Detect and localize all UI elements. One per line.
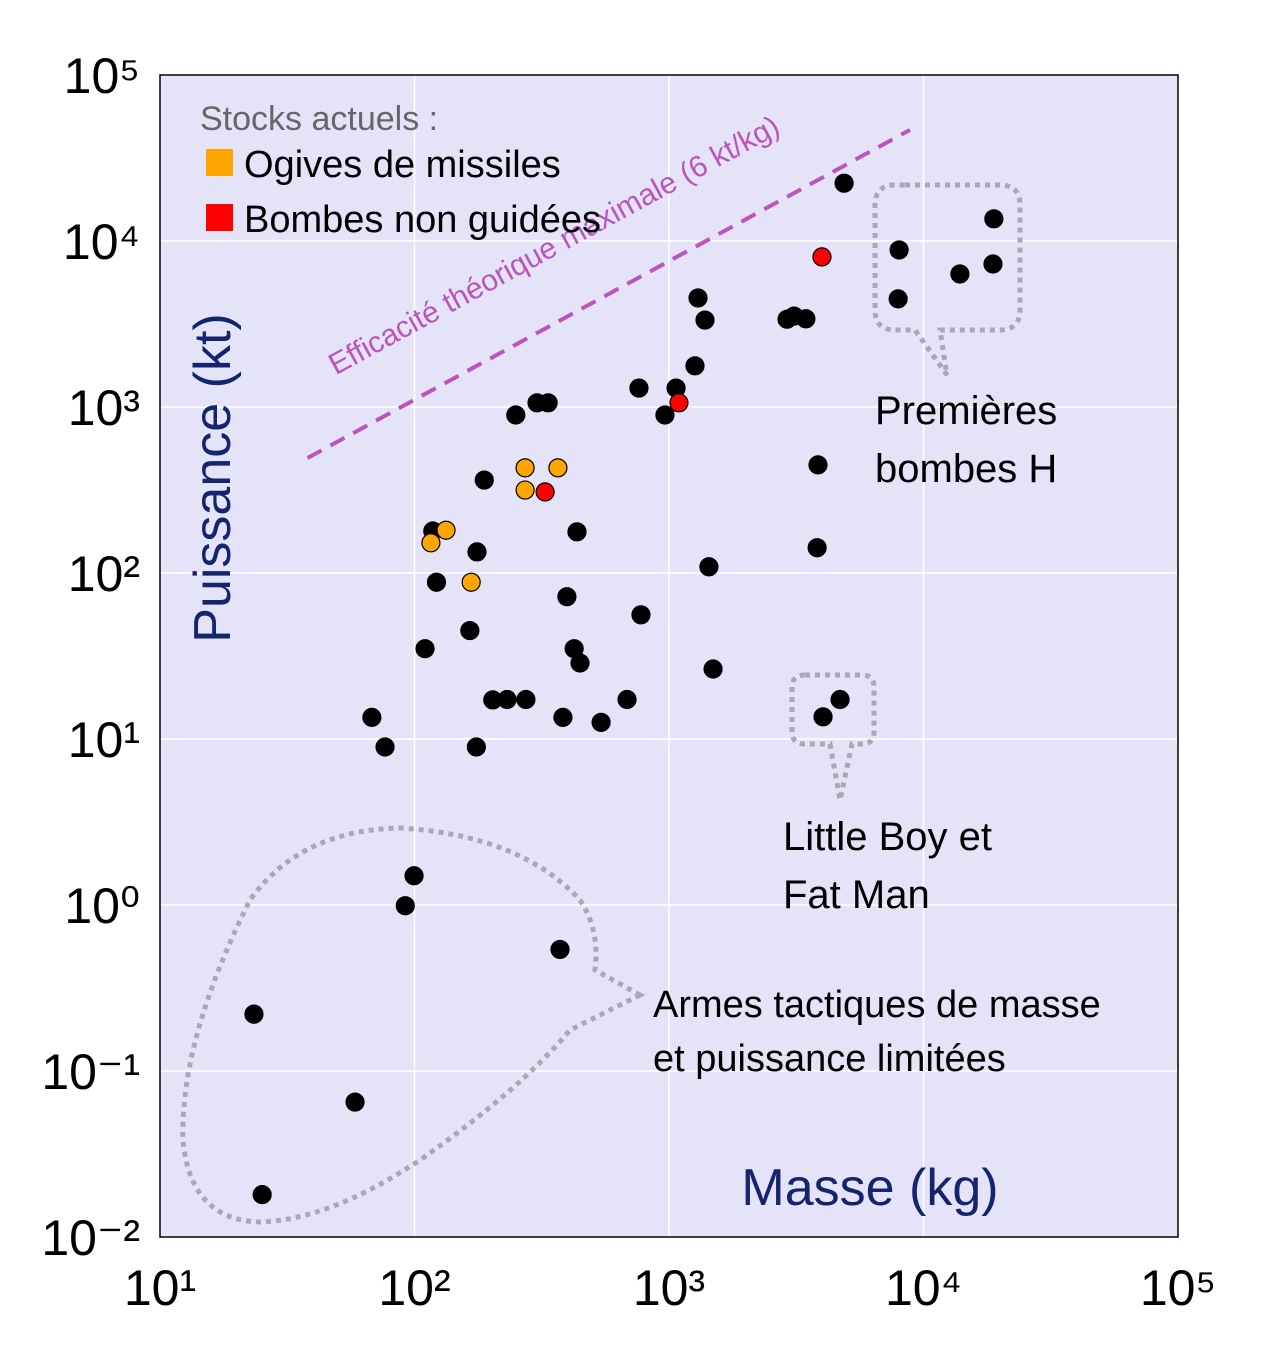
- point: [570, 653, 590, 673]
- point: [557, 587, 577, 607]
- annotation: Little Boy et: [783, 815, 992, 859]
- marks: [244, 128, 1004, 1205]
- plot-frame: [159, 74, 1179, 1238]
- x-axis-label: Masse (kg): [741, 1159, 998, 1217]
- point: [688, 288, 708, 308]
- point: [669, 393, 689, 413]
- point: [252, 1185, 272, 1205]
- y-tick-label: 10⁰: [64, 878, 140, 934]
- point: [244, 1004, 264, 1024]
- point: [538, 393, 558, 413]
- point: [395, 896, 415, 916]
- y-tick-label: 10⁻¹: [41, 1044, 140, 1100]
- point: [830, 689, 850, 710]
- annotation: bombes H: [875, 447, 1057, 491]
- point: [834, 173, 854, 193]
- point: [466, 737, 486, 757]
- point: [506, 405, 526, 425]
- point: [474, 470, 494, 490]
- point: [515, 458, 535, 478]
- x-tick-label: 10⁵: [1140, 1260, 1216, 1316]
- x-tick-label: 10⁴: [885, 1260, 962, 1316]
- point: [617, 689, 637, 710]
- point: [950, 264, 970, 284]
- point: [808, 455, 828, 475]
- point: [591, 712, 611, 732]
- point: [535, 482, 555, 502]
- annotation: Premières: [875, 389, 1057, 433]
- point: [421, 533, 441, 553]
- x-tick-label: 10¹: [124, 1260, 196, 1316]
- point: [703, 659, 723, 679]
- point: [515, 480, 535, 500]
- point: [553, 707, 573, 727]
- legend-label: Ogives de missiles: [244, 144, 561, 186]
- legend-swatch: [206, 204, 233, 231]
- point: [548, 458, 568, 478]
- point: [812, 247, 832, 267]
- point: [699, 557, 719, 577]
- point: [436, 520, 456, 540]
- point: [813, 707, 833, 727]
- outline-little-boy: [789, 672, 877, 801]
- annotation: Fat Man: [783, 873, 930, 917]
- point: [550, 939, 570, 960]
- outline-tactical: [180, 825, 646, 1225]
- point: [695, 310, 715, 330]
- annotation-outlines: [180, 182, 1023, 1225]
- point: [984, 209, 1004, 229]
- point: [629, 378, 649, 398]
- point: [375, 737, 395, 757]
- point: [888, 289, 908, 309]
- point: [426, 572, 447, 592]
- y-tick-label: 10¹: [68, 712, 140, 768]
- point: [460, 620, 480, 641]
- legend-swatch: [206, 149, 233, 176]
- point: [516, 689, 536, 710]
- outline-h-bombs: [872, 182, 1023, 377]
- legend-label: Bombes non guidées: [244, 199, 601, 241]
- x-tick-label: 10²: [378, 1260, 450, 1316]
- point: [983, 254, 1003, 274]
- annotation: et puissance limitées: [653, 1038, 1006, 1080]
- y-tick-label: 10⁻²: [41, 1210, 140, 1266]
- point: [404, 866, 424, 886]
- reference-line: [306, 128, 911, 460]
- point: [415, 639, 435, 659]
- y-tick-label: 10⁴: [63, 214, 140, 270]
- point: [685, 356, 705, 376]
- point: [655, 405, 675, 425]
- point: [807, 538, 827, 558]
- y-axis-label: Puissance (kt): [184, 313, 242, 642]
- legend-title: Stocks actuels :: [200, 100, 438, 138]
- annotation: Armes tactiques de masse: [653, 984, 1101, 1026]
- y-tick-label: 10⁵: [64, 48, 140, 104]
- point: [461, 572, 481, 592]
- point: [362, 707, 382, 727]
- point: [889, 240, 909, 260]
- y-tick-label: 10³: [68, 380, 140, 436]
- point: [497, 689, 517, 710]
- point: [467, 542, 487, 562]
- y-tick-label: 10²: [68, 546, 140, 602]
- point: [345, 1092, 365, 1112]
- point: [567, 522, 587, 542]
- point: [796, 309, 816, 329]
- point: [631, 605, 651, 625]
- x-tick-label: 10³: [633, 1260, 705, 1316]
